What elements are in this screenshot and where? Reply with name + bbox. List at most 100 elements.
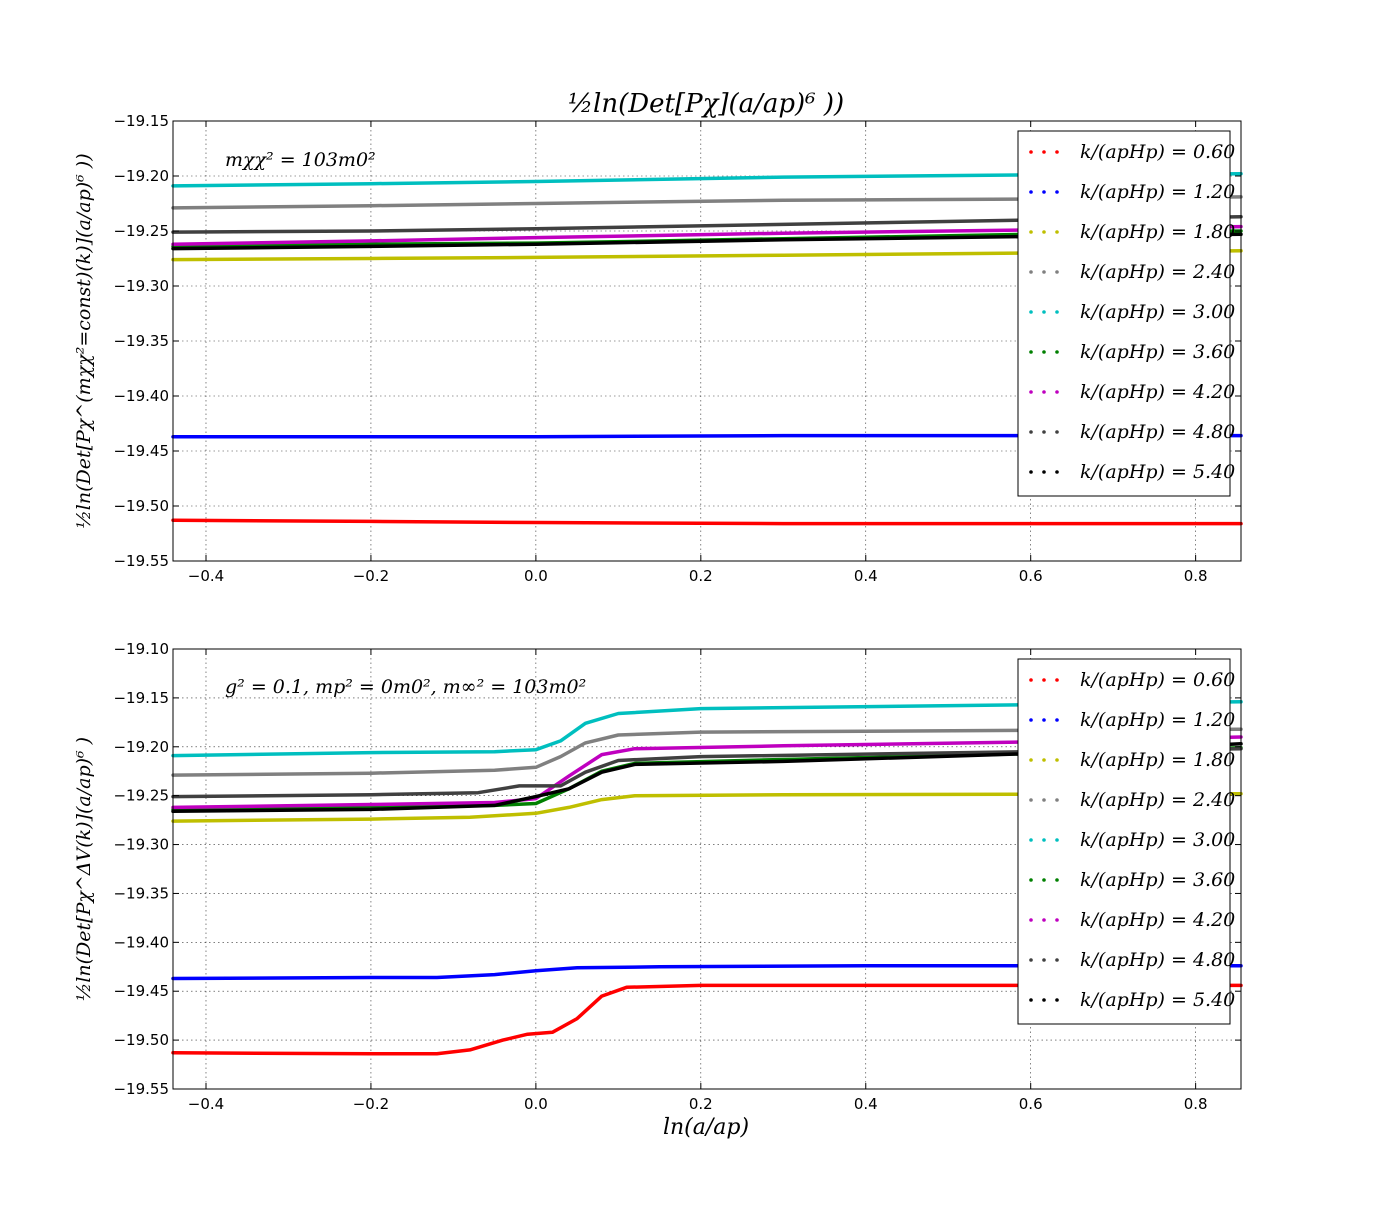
y-tick-label: −19.20	[113, 738, 169, 756]
y-tick-label: −19.50	[113, 1031, 169, 1049]
x-tick-label: 0.8	[1184, 1095, 1208, 1113]
top-y-axis-label: ½ln(Det[Pχ^(mχχ²=const)(k)](a/ap)⁶ ))	[73, 153, 95, 528]
x-tick-label: −0.4	[188, 1095, 224, 1113]
x-axis-label: ln(a/ap)	[663, 1115, 749, 1140]
legend-marker	[1055, 310, 1059, 314]
legend-marker	[1055, 270, 1059, 274]
y-tick-label: −19.55	[113, 552, 169, 570]
legend-entry-label: k/(apHp) = 3.60	[1080, 869, 1235, 891]
y-tick-label: −19.20	[113, 167, 169, 185]
series-line	[171, 518, 1243, 526]
legend-marker	[1055, 798, 1059, 802]
legend-entry-label: k/(apHp) = 1.20	[1080, 709, 1235, 731]
legend-marker	[1042, 310, 1046, 314]
legend-marker	[1042, 190, 1046, 194]
legend-marker	[1055, 958, 1059, 962]
legend-marker	[1055, 918, 1059, 922]
legend-marker	[1029, 998, 1033, 1002]
x-tick-label: 0.8	[1184, 567, 1208, 585]
legend-entry-label: k/(apHp) = 5.40	[1080, 461, 1235, 483]
legend-marker	[1055, 230, 1059, 234]
legend-marker	[1029, 718, 1033, 722]
top-ticks: −0.4 −0.2 0.0 0.2 0.4 0.6 0.8 −19.15 −19.20 −19.2…	[113, 112, 1241, 585]
legend-entry-label: k/(apHp) = 3.00	[1080, 829, 1235, 851]
x-tick-label: 0.2	[689, 1095, 713, 1113]
top-plot-panel: −0.4 −0.2 0.0 0.2 0.4 0.6 0.8 −19.15 −19.20 −19.2…	[73, 112, 1243, 585]
legend-marker	[1055, 150, 1059, 154]
y-tick-label: −19.15	[113, 112, 169, 130]
x-tick-label: −0.2	[353, 567, 389, 585]
legend-marker	[1042, 798, 1046, 802]
legend-marker	[1055, 718, 1059, 722]
series-line	[171, 983, 1243, 1056]
legend-marker	[1029, 310, 1033, 314]
legend-marker	[1042, 838, 1046, 842]
legend-marker	[1029, 390, 1033, 394]
x-tick-label: −0.2	[353, 1095, 389, 1113]
legend-marker	[1055, 878, 1059, 882]
y-tick-label: −19.55	[113, 1080, 169, 1098]
legend-entry-label: k/(apHp) = 1.20	[1080, 181, 1235, 203]
bottom-series-lines	[171, 700, 1243, 1056]
legend-marker	[1042, 390, 1046, 394]
legend-marker	[1055, 678, 1059, 682]
series-line	[171, 746, 1243, 799]
top-legend: k/(apHp) = 0.60 k/(apHp) = 1.20 k/(apHp) =…	[1017, 130, 1235, 497]
legend-entry-label: k/(apHp) = 1.80	[1080, 221, 1235, 243]
legend-marker	[1029, 270, 1033, 274]
legend-marker	[1042, 230, 1046, 234]
y-tick-label: −19.35	[113, 332, 169, 350]
series-line	[171, 791, 1243, 823]
legend-entry-label: k/(apHp) = 5.40	[1080, 989, 1235, 1011]
series-line	[171, 742, 1243, 814]
bottom-annotation: g² = 0.1, mp² = 0m0², m∞² = 103m0²	[225, 676, 586, 698]
legend-box	[1017, 658, 1231, 1025]
legend-entry-label: k/(apHp) = 4.80	[1080, 949, 1235, 971]
y-tick-label: −19.40	[113, 387, 169, 405]
y-tick-label: −19.35	[113, 884, 169, 902]
legend-marker	[1029, 350, 1033, 354]
legend-marker	[1029, 430, 1033, 434]
y-tick-label: −19.45	[113, 442, 169, 460]
legend-marker	[1055, 998, 1059, 1002]
y-tick-label: −19.15	[113, 689, 169, 707]
bottom-plot-panel: −0.4 −0.2 0.0 0.2 0.4 0.6 0.8 −19.10 −19.15 −19.2…	[73, 640, 1243, 1113]
legend-marker	[1042, 430, 1046, 434]
legend-entry-label: k/(apHp) = 0.60	[1080, 669, 1235, 691]
legend-entry-label: k/(apHp) = 4.20	[1080, 381, 1235, 403]
legend-marker	[1029, 470, 1033, 474]
legend-entry-label: k/(apHp) = 2.40	[1080, 261, 1235, 283]
y-tick-label: −19.10	[113, 640, 169, 658]
legend-entry-label: k/(apHp) = 4.80	[1080, 421, 1235, 443]
bottom-y-axis-label: ½ln(Det[Pχ^ΔV(k)](a/ap)⁶ )	[73, 737, 95, 1001]
legend-marker	[1029, 678, 1033, 682]
legend-marker	[1042, 918, 1046, 922]
top-annotation: mχχ² = 103m0²	[225, 149, 376, 171]
series-line	[171, 735, 1243, 810]
legend-marker	[1029, 838, 1033, 842]
legend-marker	[1029, 798, 1033, 802]
legend-marker	[1029, 230, 1033, 234]
legend-marker	[1029, 758, 1033, 762]
y-tick-label: −19.30	[113, 277, 169, 295]
legend-entry-label: k/(apHp) = 0.60	[1080, 141, 1235, 163]
legend-marker	[1055, 430, 1059, 434]
legend-marker	[1029, 150, 1033, 154]
legend-marker	[1042, 998, 1046, 1002]
legend-marker	[1029, 918, 1033, 922]
legend-marker	[1042, 878, 1046, 882]
legend-entry-label: k/(apHp) = 3.60	[1080, 341, 1235, 363]
bottom-ticks: −0.4 −0.2 0.0 0.2 0.4 0.6 0.8 −19.10 −19.15 −19.2…	[113, 640, 1241, 1113]
legend-entry-label: k/(apHp) = 4.20	[1080, 909, 1235, 931]
legend-marker	[1029, 190, 1033, 194]
x-tick-label: 0.0	[524, 567, 548, 585]
legend-marker	[1029, 958, 1033, 962]
y-tick-label: −19.30	[113, 836, 169, 854]
x-tick-label: 0.6	[1019, 1095, 1043, 1113]
figure-title: ½ln(Det[Pχ](a/ap)⁶ ))	[568, 89, 844, 119]
y-tick-label: −19.45	[113, 982, 169, 1000]
legend-marker	[1055, 838, 1059, 842]
x-tick-label: 0.0	[524, 1095, 548, 1113]
legend-marker	[1042, 270, 1046, 274]
